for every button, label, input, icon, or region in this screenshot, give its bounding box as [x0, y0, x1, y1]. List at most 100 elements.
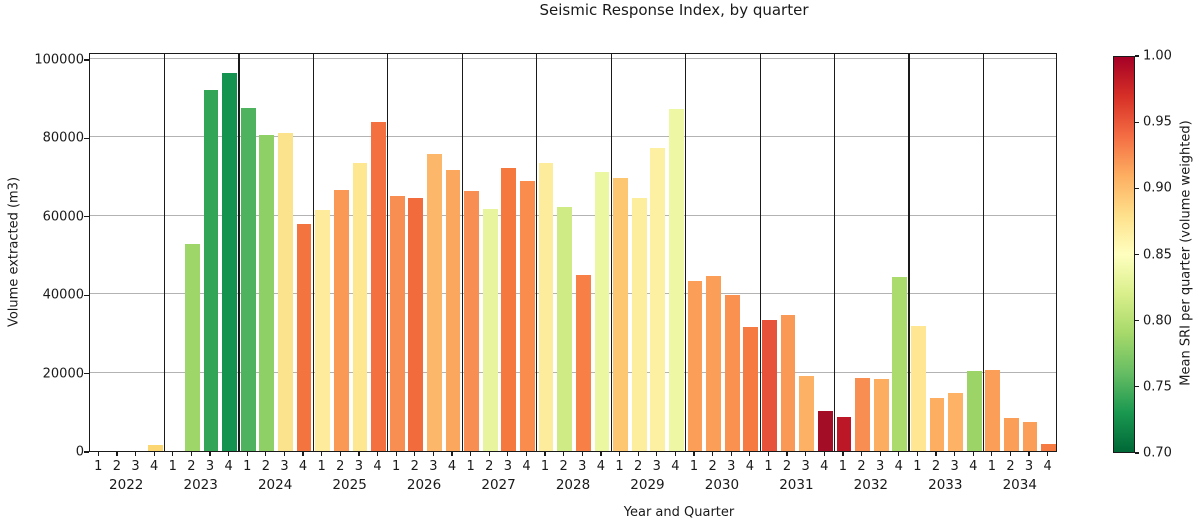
- bar-2026-q2: [408, 198, 424, 451]
- x-tick-mark: [432, 452, 434, 456]
- year-separator: [536, 54, 538, 451]
- colorbar-tick-label: 0.70: [1143, 445, 1172, 461]
- quarter-tick-label: 3: [950, 459, 959, 474]
- year-separator: [610, 54, 612, 451]
- x-tick-mark: [637, 452, 639, 456]
- bar-2028-q1: [538, 162, 554, 451]
- colorbar-tick-mark: [1135, 452, 1139, 454]
- bar-2023-q4: [222, 72, 237, 451]
- x-tick-mark: [749, 452, 751, 456]
- x-tick-mark: [451, 452, 453, 456]
- quarter-tick-label: 3: [578, 459, 587, 474]
- x-tick-mark: [581, 452, 583, 456]
- bar-2031-q4: [817, 411, 833, 451]
- y-tick-label: 60000: [42, 209, 84, 225]
- x-tick-mark: [916, 452, 918, 456]
- quarter-tick-label: 2: [336, 459, 345, 474]
- bar-2032-q3: [873, 378, 889, 451]
- colorbar-tick-mark: [1135, 55, 1139, 57]
- year-tick-label: 2025: [332, 477, 367, 493]
- bar-2034-q4: [1041, 443, 1057, 451]
- quarter-tick-label: 2: [1006, 459, 1015, 474]
- x-tick-mark: [153, 452, 155, 456]
- quarter-tick-label: 2: [857, 459, 866, 474]
- year-tick-label: 2033: [928, 477, 963, 493]
- x-tick-mark: [246, 452, 248, 456]
- quarter-tick-label: 1: [913, 459, 922, 474]
- colorbar-tick-mark: [1135, 386, 1139, 388]
- x-tick-mark: [395, 452, 397, 456]
- bar-2033-q3: [948, 393, 963, 451]
- year-tick-label: 2028: [555, 477, 591, 493]
- gridline-y-20000: [90, 371, 1056, 373]
- quarter-tick-label: 3: [876, 459, 885, 474]
- x-tick-mark: [712, 452, 714, 456]
- quarter-tick-label: 1: [317, 459, 326, 474]
- quarter-tick-label: 4: [1043, 459, 1052, 474]
- year-tick-label: 2032: [853, 477, 889, 493]
- y-tick-mark: [84, 216, 89, 218]
- x-tick-mark: [842, 452, 844, 456]
- quarter-tick-label: 3: [131, 459, 140, 474]
- x-tick-mark: [302, 452, 304, 456]
- bar-2029-q1: [613, 178, 628, 451]
- quarter-tick-label: 3: [205, 459, 215, 474]
- year-tick-label: 2024: [257, 477, 293, 493]
- bar-2027-q4: [520, 180, 535, 451]
- x-tick-mark: [209, 452, 211, 456]
- bar-2031-q1: [762, 320, 777, 451]
- quarter-tick-label: 3: [354, 459, 364, 474]
- quarter-tick-label: 4: [373, 459, 382, 474]
- bar-2024-q3: [278, 132, 293, 451]
- quarter-tick-label: 2: [559, 459, 568, 474]
- bar-2033-q1: [910, 325, 926, 451]
- quarter-tick-label: 3: [280, 459, 289, 474]
- x-tick-mark: [898, 452, 900, 456]
- x-tick-mark: [563, 452, 565, 456]
- bar-2028-q4: [594, 171, 610, 451]
- bar-2027-q2: [482, 208, 498, 451]
- x-tick-mark: [860, 452, 863, 456]
- year-tick-label: 2026: [406, 477, 442, 493]
- year-separator: [312, 54, 314, 451]
- x-tick-mark: [116, 452, 118, 456]
- bar-2030-q1: [687, 281, 703, 451]
- bar-2029-q2: [631, 198, 647, 451]
- colorbar-tick-label: 0.80: [1143, 313, 1172, 329]
- bar-2024-q2: [259, 134, 275, 451]
- colorbar-tick-label: 0.75: [1143, 379, 1172, 395]
- bar-2023-q2: [184, 243, 200, 451]
- y-tick-mark: [84, 59, 89, 61]
- bar-2025-q2: [333, 190, 349, 451]
- x-tick-mark: [805, 452, 807, 456]
- colorbar-tick-mark: [1135, 253, 1139, 256]
- x-axis-label: Year and Quarter: [623, 505, 735, 520]
- bar-2034-q2: [1004, 418, 1019, 451]
- bar-2031-q3: [799, 375, 815, 451]
- year-separator: [387, 54, 389, 451]
- bar-2024-q1: [240, 108, 256, 451]
- bar-2028-q2: [557, 207, 573, 451]
- x-tick-mark: [879, 452, 881, 456]
- year-tick-label: 2029: [630, 477, 665, 493]
- x-tick-mark: [283, 452, 286, 456]
- x-tick-mark: [488, 452, 490, 456]
- colorbar-tick-label: 0.85: [1143, 247, 1172, 262]
- bar-2022-q4: [147, 445, 163, 451]
- y-tick-label: 80000: [42, 130, 84, 146]
- quarter-tick-label: 4: [671, 459, 680, 474]
- quarter-tick-label: 2: [261, 459, 270, 474]
- quarter-tick-label: 4: [820, 459, 829, 474]
- y-tick-mark: [84, 137, 89, 140]
- quarter-tick-label: 1: [243, 459, 252, 474]
- x-tick-mark: [786, 452, 788, 456]
- quarter-tick-label: 2: [634, 459, 643, 474]
- year-tick-label: 2030: [704, 477, 740, 493]
- x-tick-mark: [507, 452, 509, 456]
- colorbar-tick-label: 0.90: [1143, 180, 1172, 196]
- quarter-tick-label: 3: [1024, 459, 1034, 474]
- gridline-y-100000: [90, 58, 1056, 60]
- y-axis-label: Volume extracted (m3): [6, 176, 22, 328]
- x-tick-mark: [190, 452, 192, 456]
- x-tick-mark: [935, 452, 937, 456]
